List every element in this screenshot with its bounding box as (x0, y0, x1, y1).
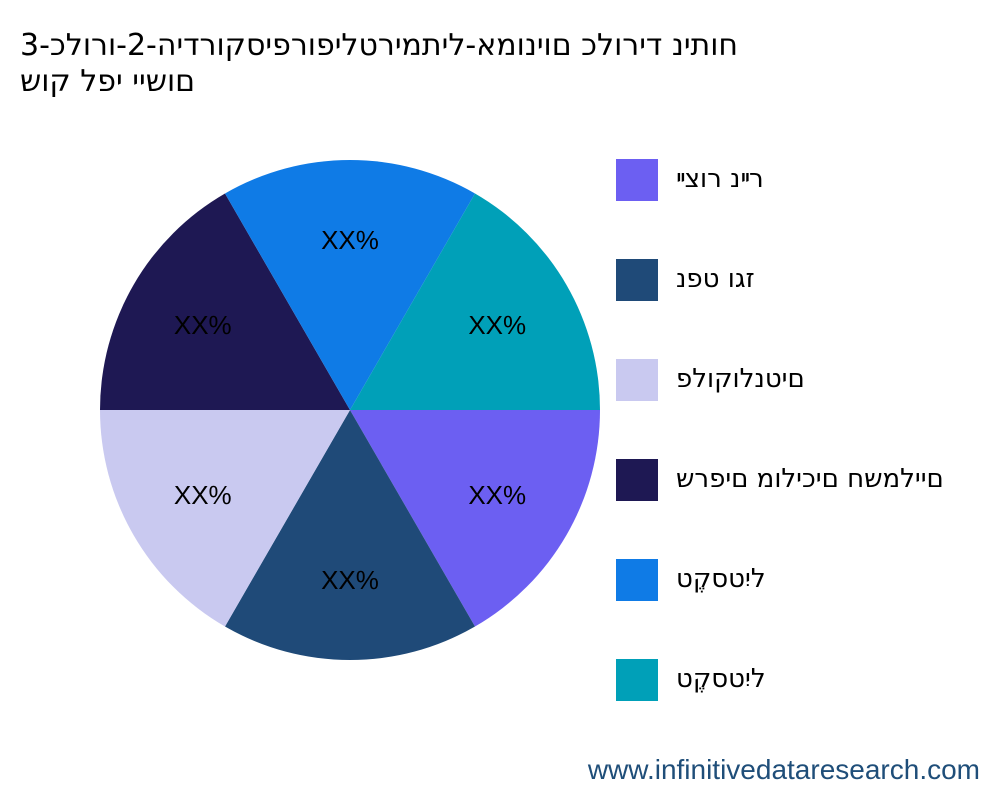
pie-slice (100, 193, 350, 410)
legend-label: ליִטסקֶט (676, 664, 766, 694)
slice-data-label: XX% (174, 310, 232, 340)
chart-title-line-1: חותינ דירולכ םוינומא-ליתמירטליפורפיסקורד… (20, 28, 739, 63)
legend-label: ליִטסקֶט (676, 564, 766, 594)
pie-slice (225, 160, 475, 410)
slice-data-label: XX% (468, 480, 526, 510)
legend-label: םיילמשח םיכילומ םיפרש (676, 464, 944, 494)
legend-label: זגו טפנ (676, 264, 755, 294)
legend-swatch (616, 359, 658, 401)
legend: רײנ רוצײ זגו טפנ םיטנלוקולפ םיילמשח םיכי… (616, 159, 1000, 759)
pie-slice (350, 410, 600, 627)
legend-item: ליִטסקֶט (616, 559, 1000, 601)
legend-swatch (616, 159, 658, 201)
legend-swatch (616, 259, 658, 301)
pie-slice (225, 410, 475, 660)
chart-title: חותינ דירולכ םוינומא-ליתמירטליפורפיסקורד… (20, 28, 920, 100)
slice-data-label: XX% (174, 480, 232, 510)
pie-slice (350, 193, 600, 410)
chart-title-line-2: םושיי יפל קוש (20, 64, 196, 99)
slice-data-label: XX% (321, 225, 379, 255)
pie-slice (100, 410, 350, 627)
legend-item: רײנ רוצײ (616, 159, 1000, 201)
legend-swatch (616, 559, 658, 601)
slice-data-label: XX% (468, 310, 526, 340)
legend-item: םיטנלוקולפ (616, 359, 1000, 401)
footer-url[interactable]: www.infinitivedataresearch.com (587, 754, 980, 785)
legend-swatch (616, 659, 658, 701)
legend-label: םיטנלוקולפ (676, 364, 805, 394)
legend-item: זגו טפנ (616, 259, 1000, 301)
legend-label: רײנ רוצײ (676, 164, 764, 194)
legend-item: ליִטסקֶט (616, 659, 1000, 701)
slice-data-label: XX% (321, 565, 379, 595)
legend-swatch (616, 459, 658, 501)
legend-item: םיילמשח םיכילומ םיפרש (616, 459, 1000, 501)
